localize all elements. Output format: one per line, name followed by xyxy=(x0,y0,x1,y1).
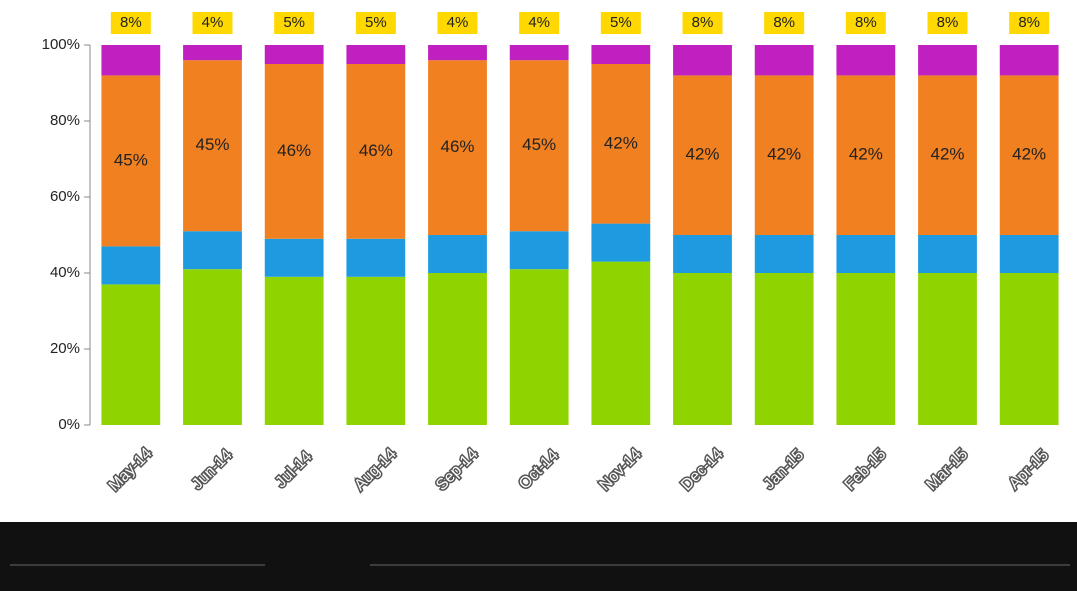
data-label: 45% xyxy=(522,135,556,154)
bar-segment xyxy=(591,45,651,64)
bar-segment xyxy=(346,45,406,64)
bar-segment xyxy=(754,75,814,236)
bar-segment xyxy=(428,45,487,61)
y-tick-label: 60% xyxy=(50,188,80,205)
data-label: 8% xyxy=(937,14,959,31)
bar-segment xyxy=(428,273,487,425)
bar-segment xyxy=(101,45,161,76)
bar-segment xyxy=(591,64,651,224)
bar-segment xyxy=(836,75,896,236)
bar-segment xyxy=(183,60,242,232)
label-box xyxy=(437,12,478,34)
data-label: 8% xyxy=(855,14,877,31)
label-box xyxy=(600,12,641,34)
data-label: 46% xyxy=(277,141,311,160)
label-box xyxy=(845,12,886,34)
bar-segment xyxy=(428,60,487,236)
bar-segment xyxy=(836,273,896,425)
bar-segment xyxy=(509,45,569,61)
data-label: 42% xyxy=(604,133,638,152)
bar-segment xyxy=(673,235,732,273)
label-box xyxy=(1009,12,1050,34)
data-label: 4% xyxy=(447,14,469,31)
bar-segment xyxy=(264,276,324,425)
data-label: 42% xyxy=(849,145,883,164)
bar-segment xyxy=(836,45,896,76)
y-tick-label: 20% xyxy=(50,340,80,357)
data-label: 8% xyxy=(120,14,142,31)
data-label: 5% xyxy=(610,14,632,31)
bar-segment xyxy=(183,45,242,61)
footer-band xyxy=(0,522,1077,591)
y-tick-label: 80% xyxy=(50,112,80,129)
bar-segment xyxy=(918,273,977,425)
bar-segment xyxy=(101,75,161,247)
bar-segment xyxy=(673,273,732,425)
bar-segment xyxy=(346,238,406,277)
label-box xyxy=(110,12,151,34)
label-box xyxy=(927,12,968,34)
bar-segment xyxy=(999,235,1059,273)
bar-segment xyxy=(509,231,569,270)
bar-segment xyxy=(264,64,324,239)
data-label: 8% xyxy=(1018,14,1040,31)
bar-segment xyxy=(999,75,1059,236)
bar-segment xyxy=(918,45,977,76)
label-box xyxy=(192,12,233,34)
bar-segment xyxy=(591,261,651,425)
y-tick-label: 40% xyxy=(50,264,80,281)
bar-segment xyxy=(346,276,406,425)
data-label: 8% xyxy=(773,14,795,31)
label-box xyxy=(274,12,315,34)
y-tick-label: 100% xyxy=(42,36,80,53)
bar-segment xyxy=(999,273,1059,425)
bar-segment xyxy=(101,284,161,425)
data-label: 46% xyxy=(359,141,393,160)
data-label: 5% xyxy=(365,14,387,31)
bar-segment xyxy=(754,273,814,425)
bar-segment xyxy=(183,231,242,270)
bar-segment xyxy=(509,60,569,232)
bar-segment xyxy=(183,269,242,425)
label-box xyxy=(682,12,723,34)
data-label: 46% xyxy=(440,137,474,156)
data-label: 42% xyxy=(685,145,719,164)
y-tick-label: 0% xyxy=(58,416,80,433)
data-label: 45% xyxy=(114,150,148,169)
label-box xyxy=(355,12,396,34)
bar-segment xyxy=(673,75,732,236)
bar-segment xyxy=(264,45,324,64)
data-label: 8% xyxy=(692,14,714,31)
bar-segment xyxy=(918,75,977,236)
bar-segment xyxy=(673,45,732,76)
bar-segment xyxy=(754,235,814,273)
data-label: 5% xyxy=(283,14,305,31)
bar-segment xyxy=(754,45,814,76)
bar-segment xyxy=(428,235,487,273)
bar-segment xyxy=(101,246,161,285)
data-label: 4% xyxy=(528,14,550,31)
label-box xyxy=(519,12,560,34)
bar-segment xyxy=(999,45,1059,76)
bar-segment xyxy=(509,269,569,425)
data-label: 42% xyxy=(1012,145,1046,164)
data-label: 42% xyxy=(930,145,964,164)
data-label: 4% xyxy=(202,14,224,31)
bar-segment xyxy=(264,238,324,277)
bar-segment xyxy=(346,64,406,239)
bar-segment xyxy=(836,235,896,273)
bar-segment xyxy=(591,223,651,262)
data-label: 42% xyxy=(767,145,801,164)
data-label: 45% xyxy=(195,135,229,154)
bar-segment xyxy=(918,235,977,273)
label-box xyxy=(764,12,805,34)
